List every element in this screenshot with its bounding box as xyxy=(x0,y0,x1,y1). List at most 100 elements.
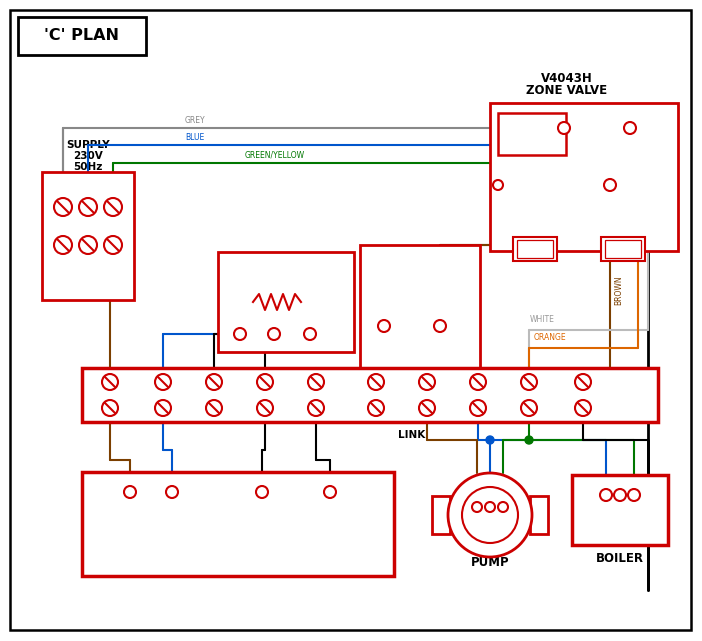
Text: 230V: 230V xyxy=(73,151,103,161)
Circle shape xyxy=(54,236,72,254)
Circle shape xyxy=(470,374,486,390)
Bar xyxy=(360,245,480,375)
Circle shape xyxy=(521,374,537,390)
Text: C: C xyxy=(620,188,626,197)
Circle shape xyxy=(79,236,97,254)
Text: HW: HW xyxy=(320,507,340,517)
Circle shape xyxy=(600,489,612,501)
Circle shape xyxy=(614,489,626,501)
Text: 8: 8 xyxy=(487,376,493,385)
Bar xyxy=(82,472,394,576)
Text: GREY: GREY xyxy=(185,116,206,125)
Bar xyxy=(490,103,678,251)
Text: 1: 1 xyxy=(272,344,277,353)
Text: E: E xyxy=(616,510,623,520)
Circle shape xyxy=(485,502,495,512)
Circle shape xyxy=(558,122,570,134)
Text: 1: 1 xyxy=(119,376,125,385)
Bar xyxy=(18,17,146,55)
Bar xyxy=(530,496,548,534)
Text: NC: NC xyxy=(635,113,647,122)
Circle shape xyxy=(257,400,273,416)
Text: (c) DenwrOz 2000: (c) DenwrOz 2000 xyxy=(92,570,155,576)
Text: 9: 9 xyxy=(538,376,544,385)
Circle shape xyxy=(54,198,72,216)
Circle shape xyxy=(448,473,532,557)
Text: BOILER: BOILER xyxy=(596,551,644,565)
Circle shape xyxy=(624,122,636,134)
Circle shape xyxy=(268,328,280,340)
Text: SUPPLY: SUPPLY xyxy=(66,140,110,150)
Text: 10: 10 xyxy=(592,376,604,385)
Bar xyxy=(513,237,557,261)
Circle shape xyxy=(155,374,171,390)
Circle shape xyxy=(102,400,118,416)
Text: N: N xyxy=(168,507,176,517)
Text: 'C' PLAN: 'C' PLAN xyxy=(44,28,119,44)
Text: C: C xyxy=(437,338,443,347)
Bar xyxy=(605,240,641,258)
Text: WHITE: WHITE xyxy=(530,315,555,324)
Circle shape xyxy=(324,486,336,498)
Bar xyxy=(42,172,134,300)
Text: 50Hz: 50Hz xyxy=(73,162,102,172)
Circle shape xyxy=(472,502,482,512)
Circle shape xyxy=(525,436,533,444)
Text: M: M xyxy=(523,125,541,143)
Text: 5: 5 xyxy=(325,376,331,385)
Bar xyxy=(601,237,645,261)
Text: 7: 7 xyxy=(436,376,442,385)
Circle shape xyxy=(498,502,508,512)
Text: NO: NO xyxy=(548,113,560,122)
Text: E: E xyxy=(110,180,117,190)
Text: CYLINDER: CYLINDER xyxy=(389,268,451,278)
Text: V4043H: V4043H xyxy=(541,72,593,85)
Circle shape xyxy=(368,400,384,416)
Text: N: N xyxy=(602,510,610,520)
Text: ROOM STAT: ROOM STAT xyxy=(250,273,322,283)
Circle shape xyxy=(104,236,122,254)
Text: L: L xyxy=(631,510,637,520)
Text: 3: 3 xyxy=(223,376,229,385)
Circle shape xyxy=(575,400,591,416)
Bar xyxy=(218,252,354,352)
Circle shape xyxy=(434,320,446,332)
Text: L: L xyxy=(60,180,66,190)
Text: GREEN/YELLOW: GREEN/YELLOW xyxy=(245,151,305,160)
Text: 6: 6 xyxy=(385,376,391,385)
Text: T6360B: T6360B xyxy=(263,260,310,270)
Circle shape xyxy=(304,328,316,340)
Bar xyxy=(572,475,668,545)
Text: ZONE VALVE: ZONE VALVE xyxy=(526,85,607,97)
Circle shape xyxy=(104,198,122,216)
Text: 3*: 3* xyxy=(305,344,314,353)
Circle shape xyxy=(462,487,518,543)
Text: CH: CH xyxy=(254,507,270,517)
Circle shape xyxy=(378,320,390,332)
Text: Rev1d: Rev1d xyxy=(358,570,380,576)
Text: PUMP: PUMP xyxy=(470,556,510,569)
Circle shape xyxy=(124,486,136,498)
Circle shape xyxy=(166,486,178,498)
Circle shape xyxy=(206,400,222,416)
Bar xyxy=(82,368,658,422)
Text: N: N xyxy=(84,180,92,190)
Bar xyxy=(432,496,450,534)
Circle shape xyxy=(493,180,503,190)
Text: L: L xyxy=(127,507,133,517)
Text: LINK: LINK xyxy=(398,430,425,440)
Text: L641A: L641A xyxy=(400,255,439,265)
Circle shape xyxy=(604,179,616,191)
Circle shape xyxy=(419,400,435,416)
Text: STAT: STAT xyxy=(405,281,435,291)
Circle shape xyxy=(575,374,591,390)
Text: ORANGE: ORANGE xyxy=(534,333,567,342)
Circle shape xyxy=(308,374,324,390)
Text: BROWN: BROWN xyxy=(614,275,623,305)
Circle shape xyxy=(206,374,222,390)
Circle shape xyxy=(308,400,324,416)
Text: 2: 2 xyxy=(237,344,243,353)
Circle shape xyxy=(102,374,118,390)
Text: 4: 4 xyxy=(274,376,279,385)
Bar xyxy=(498,113,566,155)
